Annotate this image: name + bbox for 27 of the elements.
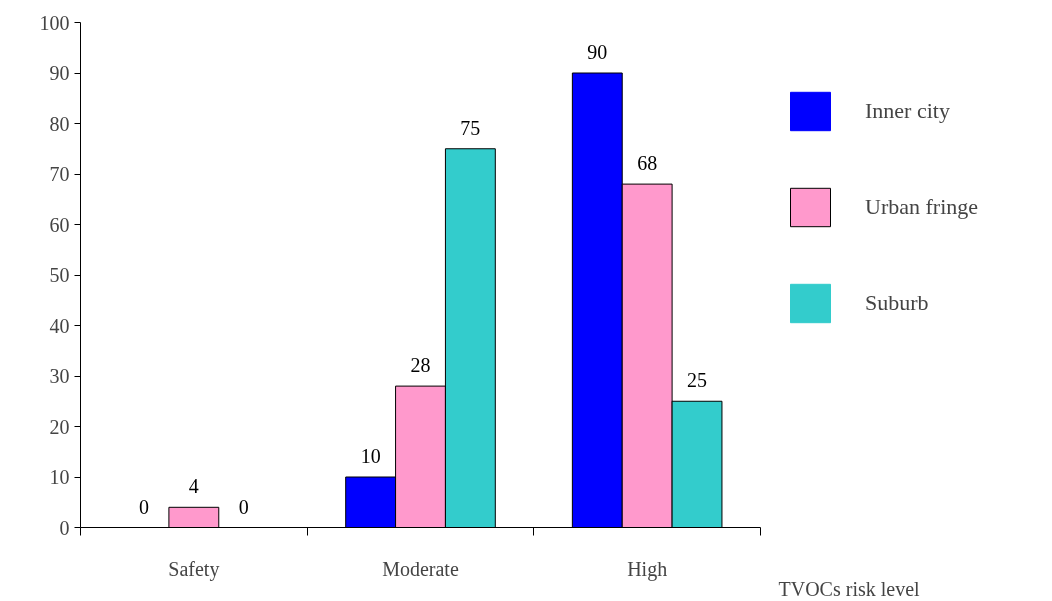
data-label: 10 — [360, 445, 381, 467]
data-label: 0 — [138, 495, 149, 518]
y-tick-label: 90 — [49, 62, 70, 84]
y-tick-label: 30 — [49, 365, 70, 387]
legend-label: Suburb — [865, 290, 929, 316]
y-tick-label: 80 — [49, 112, 70, 135]
x-tick-label: Moderate — [382, 557, 459, 580]
y-tick-label: 100 — [39, 11, 70, 34]
data-label: 4 — [188, 475, 199, 498]
y-tick-label: 70 — [49, 163, 70, 185]
y-tick-label: 50 — [49, 264, 70, 286]
data-label: 75 — [460, 116, 481, 139]
x-tick-label: High — [627, 557, 668, 581]
data-label: 68 — [637, 152, 658, 175]
y-tick-label: 10 — [49, 466, 70, 488]
y-tick-label: 0 — [59, 516, 70, 539]
data-label: 28 — [410, 354, 431, 377]
legend-label: Inner city — [865, 98, 950, 124]
legend-label: Urban fringe — [865, 194, 979, 220]
data-label: 90 — [587, 41, 608, 63]
x-axis-title: TVOCs risk level — [778, 577, 921, 600]
y-tick-label: 20 — [49, 415, 70, 438]
data-label: 25 — [687, 369, 708, 392]
x-tick-label: Safety — [168, 557, 220, 581]
y-tick-label: 40 — [49, 314, 70, 337]
data-label: 0 — [238, 495, 249, 518]
y-tick-label: 60 — [49, 213, 70, 236]
